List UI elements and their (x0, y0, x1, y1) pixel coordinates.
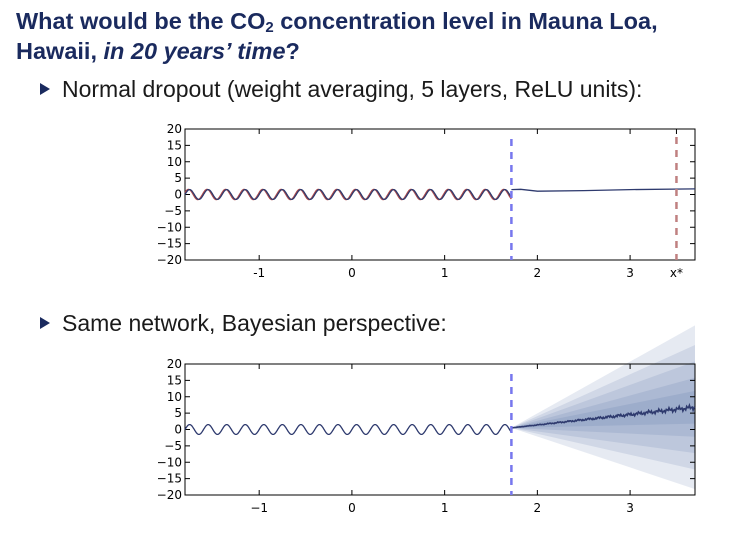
x-tick-label: x* (670, 266, 683, 280)
y-tick-label: 15 (167, 373, 182, 387)
uncertainty-bands (511, 325, 695, 490)
y-tick-label: −15 (157, 237, 182, 251)
dropout-forecast-chart: 20 15 10 5 0 −5 −10 −15 −20 -1 0 1 2 3 x* (157, 122, 696, 280)
plot-frame (184, 128, 696, 261)
y-tick-label: −5 (164, 439, 182, 453)
uncertainty-band (511, 345, 695, 470)
y-tick-label: −20 (157, 488, 182, 502)
x-tick-label: 0 (348, 266, 356, 280)
prediction-mean-line (511, 402, 696, 429)
y-tick-label: −15 (157, 472, 182, 486)
y-tick-label: 5 (174, 406, 182, 420)
bullet-triangle-icon (40, 83, 50, 95)
y-tick-label: −10 (157, 455, 182, 469)
y-tick-label: 10 (167, 155, 182, 169)
x-tick-label: 2 (534, 501, 542, 515)
bullet-bayesian: Same network, Bayesian perspective: (40, 310, 447, 337)
y-tick-label: 5 (174, 171, 182, 185)
x-tick-label: −1 (250, 501, 268, 515)
x-tick-label: 2 (534, 266, 542, 280)
x-tick-label: 3 (626, 501, 634, 515)
prediction-line (511, 188, 696, 192)
uncertainty-band (511, 361, 695, 454)
x-tick-label: 0 (348, 501, 356, 515)
y-tick-label: 0 (174, 188, 182, 202)
y-tick-label: 15 (167, 138, 182, 152)
y-tick-label: 20 (167, 357, 182, 371)
x-tick-label: 1 (441, 501, 449, 515)
y-tick-label: −20 (157, 253, 182, 267)
bullet-normal-dropout: Normal dropout (weight averaging, 5 laye… (40, 76, 642, 103)
fitted-series-line (184, 423, 512, 436)
y-tick-label: 20 (167, 122, 182, 136)
x-tick-label: -1 (253, 266, 265, 280)
uncertainty-band (511, 325, 695, 490)
fitted-series-line (184, 188, 512, 201)
bullet-triangle-icon (40, 317, 50, 329)
y-tick-label: 10 (167, 390, 182, 404)
x-tick-label: 1 (441, 266, 449, 280)
y-tick-label: 0 (174, 423, 182, 437)
slide-title: What would be the CO2 concentration leve… (16, 8, 658, 64)
x-tick-label: 3 (626, 266, 634, 280)
y-tick-label: −10 (157, 220, 182, 234)
y-tick-label: −5 (164, 204, 182, 218)
